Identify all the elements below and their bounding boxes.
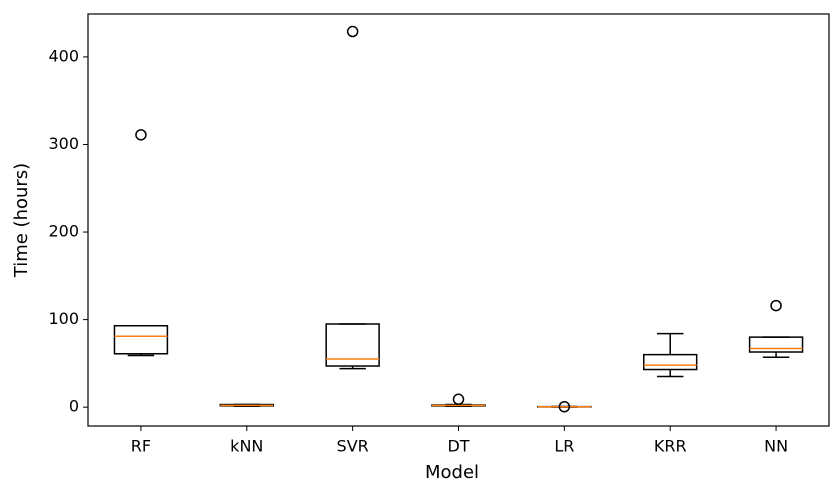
plot-frame bbox=[88, 14, 829, 426]
x-tick-label: KRR bbox=[654, 437, 687, 456]
y-tick-label: 200 bbox=[48, 222, 79, 241]
y-tick-label: 300 bbox=[48, 134, 79, 153]
flier bbox=[348, 27, 358, 37]
flier bbox=[136, 130, 146, 140]
y-tick-label: 0 bbox=[69, 397, 79, 416]
x-tick-label: LR bbox=[554, 437, 574, 456]
y-axis-label: Time (hours) bbox=[11, 163, 32, 278]
flier bbox=[454, 394, 464, 404]
x-axis-label: Model bbox=[425, 462, 479, 483]
box bbox=[114, 326, 167, 354]
x-tick-label: kNN bbox=[230, 437, 263, 456]
y-tick-label: 400 bbox=[48, 46, 79, 65]
flier bbox=[771, 301, 781, 311]
box bbox=[644, 355, 697, 370]
x-tick-label: NN bbox=[764, 437, 788, 456]
x-tick-label: RF bbox=[131, 437, 151, 456]
box bbox=[750, 337, 803, 352]
x-tick-label: DT bbox=[447, 437, 469, 456]
x-tick-label: SVR bbox=[337, 437, 369, 456]
y-tick-label: 100 bbox=[48, 309, 79, 328]
